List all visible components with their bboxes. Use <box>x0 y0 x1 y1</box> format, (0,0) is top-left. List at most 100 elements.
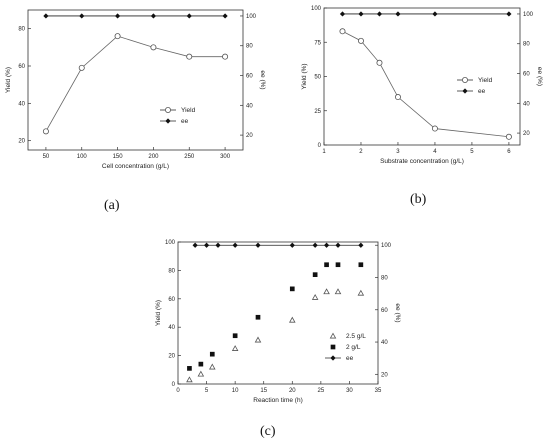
data-point <box>187 366 192 371</box>
x-tick-label: 2 <box>359 149 363 155</box>
data-point <box>150 13 157 19</box>
data-point <box>394 94 401 101</box>
legend: Yield ee <box>160 107 196 125</box>
data-point <box>255 314 261 320</box>
data-point <box>209 363 216 370</box>
legend-marker <box>164 107 171 114</box>
y-axis-label: Yield (%) <box>301 63 308 89</box>
y-tick-label: 25 <box>314 109 321 115</box>
data-point <box>432 11 438 17</box>
series-2-g-l <box>187 262 364 371</box>
y2-tick-label: 40 <box>523 101 530 107</box>
data-point <box>192 242 198 248</box>
y2-tick-label: 80 <box>381 276 388 282</box>
legend: Yield ee <box>457 77 493 95</box>
series-ee <box>192 242 364 248</box>
data-point <box>186 13 192 19</box>
data-point <box>376 11 383 17</box>
data-point <box>232 242 238 248</box>
y2-tick-label: 20 <box>381 372 388 378</box>
data-point <box>203 242 210 248</box>
data-point <box>358 11 364 17</box>
x-tick-label: 20 <box>289 388 296 394</box>
series-line <box>45 35 226 132</box>
legend-marker <box>462 88 468 94</box>
series-ee <box>339 11 512 17</box>
y-tick-label: 60 <box>18 64 25 70</box>
series-ee <box>43 13 228 19</box>
y2-axis-label: ee (%) <box>394 303 401 322</box>
data-point <box>255 242 261 248</box>
chart-a: 50 100 150 200 250 300 20 40 60 80 20 40 60 80 100 Cell… <box>5 9 266 170</box>
y-tick-label: 80 <box>168 268 175 274</box>
data-point <box>222 13 228 19</box>
x-tick-label: 15 <box>260 388 267 394</box>
data-point <box>312 272 318 277</box>
data-point <box>339 28 346 35</box>
x-tick-label: 4 <box>433 149 437 155</box>
y-tick-label: 20 <box>18 139 25 145</box>
data-point <box>197 370 205 377</box>
data-point <box>334 288 342 295</box>
y2-tick-label: 60 <box>246 74 253 80</box>
x-tick-label: 35 <box>375 388 382 394</box>
data-point <box>289 286 295 292</box>
series-2-5-g-l <box>186 288 365 383</box>
y2-tick-label: 80 <box>246 44 253 50</box>
data-point <box>198 361 204 367</box>
data-point <box>505 133 512 140</box>
x-axis-label: Reaction time (h) <box>253 397 303 404</box>
data-point <box>311 293 319 300</box>
y2-tick-label: 100 <box>246 14 257 20</box>
legend-label: 2.5 g/L <box>346 333 366 340</box>
data-point <box>358 242 364 248</box>
data-point <box>335 262 341 268</box>
y-tick-label: 60 <box>168 297 175 303</box>
data-point <box>289 316 296 323</box>
series-yield <box>42 33 229 135</box>
legend-label: Yield <box>478 77 493 84</box>
legend-marker <box>165 118 171 124</box>
y2-tick-label: 40 <box>381 340 388 346</box>
data-point <box>335 242 341 248</box>
y-tick-label: 50 <box>314 75 321 81</box>
chart-panel-a: 50 100 150 200 250 300 20 40 60 80 20 40 60 80 100 Cell… <box>0 0 275 185</box>
data-point <box>312 242 318 248</box>
y2-tick-label: 100 <box>381 243 392 249</box>
series-yield <box>339 28 512 140</box>
legend-marker <box>461 77 468 84</box>
plot-frame <box>177 241 379 385</box>
y2-tick-label: 20 <box>246 133 253 139</box>
data-point <box>186 376 193 383</box>
chart-panel-b: 1 2 3 4 5 6 0 25 50 75 100 20 40 60 80 100 Substrate con… <box>280 0 550 185</box>
data-point <box>431 125 438 132</box>
x-axis-label: Substrate concentration (g/L) <box>380 158 464 165</box>
y-tick-label: 40 <box>18 101 25 107</box>
legend-label: ee <box>181 118 189 125</box>
legend-label: ee <box>478 88 486 95</box>
y2-tick-label: 100 <box>523 12 534 18</box>
legend-marker <box>329 332 337 339</box>
x-tick-label: 300 <box>220 154 231 160</box>
y-tick-label: 20 <box>168 354 175 360</box>
y-tick-label: 75 <box>314 40 321 46</box>
data-point <box>339 11 346 17</box>
legend-label: Yield <box>181 107 196 114</box>
data-point <box>186 53 193 60</box>
y2-tick-label: 80 <box>523 42 530 48</box>
legend-label: ee <box>346 355 354 362</box>
data-point <box>114 13 121 19</box>
data-point <box>323 242 330 248</box>
data-point <box>42 128 49 135</box>
x-tick-label: 200 <box>148 154 159 160</box>
data-point <box>209 351 215 357</box>
x-tick-label: 150 <box>113 154 124 160</box>
x-tick-label: 25 <box>318 388 325 394</box>
data-point <box>323 288 330 295</box>
y-tick-label: 100 <box>311 6 322 12</box>
data-point <box>232 333 238 339</box>
y2-tick-label: 60 <box>523 72 530 78</box>
x-tick-label: 3 <box>396 149 400 155</box>
data-point <box>43 13 49 19</box>
